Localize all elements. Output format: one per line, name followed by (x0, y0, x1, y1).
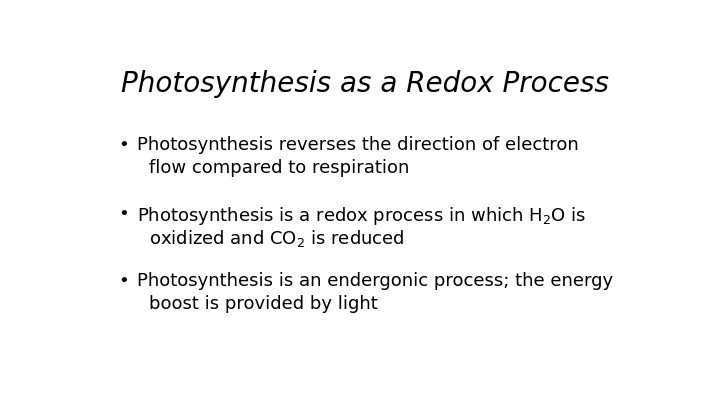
Text: boost is provided by light: boost is provided by light (148, 295, 377, 313)
Text: •: • (118, 205, 129, 222)
Text: •: • (118, 272, 129, 290)
Text: Photosynthesis as a Redox Process: Photosynthesis as a Redox Process (121, 70, 608, 98)
Text: •: • (118, 136, 129, 154)
Text: Photosynthesis is an endergonic process; the energy: Photosynthesis is an endergonic process;… (138, 272, 613, 290)
Text: Photosynthesis is a redox process in which $\mathregular{H_2}$O is: Photosynthesis is a redox process in whi… (138, 205, 587, 226)
Text: Photosynthesis reverses the direction of electron: Photosynthesis reverses the direction of… (138, 136, 579, 154)
Text: oxidized and $\mathregular{CO_2}$ is reduced: oxidized and $\mathregular{CO_2}$ is red… (148, 228, 404, 249)
Text: flow compared to respiration: flow compared to respiration (148, 159, 409, 177)
